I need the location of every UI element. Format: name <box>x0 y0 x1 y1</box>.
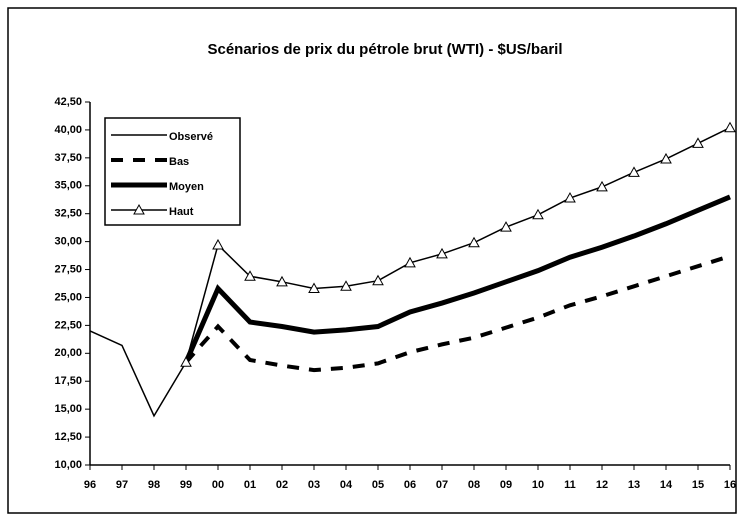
series-marker <box>340 280 352 291</box>
y-tick-label: 35,00 <box>54 180 82 192</box>
y-tick-label: 30,00 <box>54 236 82 248</box>
x-tick-label: 07 <box>436 479 448 491</box>
x-tick-label: 04 <box>340 479 353 491</box>
x-tick-label: 13 <box>628 479 640 491</box>
legend-label: Bas <box>169 156 189 168</box>
series-marker <box>628 166 640 177</box>
y-tick-label: 12,50 <box>54 431 82 443</box>
series-marker <box>404 256 416 268</box>
series-marker <box>436 247 448 259</box>
x-tick-label: 09 <box>500 479 512 491</box>
series-marker <box>244 270 256 281</box>
series-line <box>185 127 731 363</box>
y-tick-label: 10,00 <box>54 459 82 471</box>
series-marker <box>596 180 608 192</box>
x-tick-label: 16 <box>724 479 736 491</box>
y-tick-label: 15,00 <box>54 403 82 415</box>
series-marker <box>532 208 544 220</box>
y-tick-label: 37,50 <box>54 152 82 164</box>
x-tick-label: 08 <box>468 479 480 491</box>
x-tick-label: 15 <box>692 479 704 491</box>
chart-title: Scénarios de prix du pétrole brut (WTI) … <box>207 41 562 58</box>
x-tick-label: 14 <box>660 479 673 491</box>
y-tick-label: 40,00 <box>54 124 82 136</box>
series-marker <box>692 137 704 148</box>
series-marker <box>500 221 512 232</box>
legend-marker <box>133 203 145 215</box>
y-tick-label: 22,50 <box>54 319 82 331</box>
y-tick-label: 42,50 <box>54 96 82 108</box>
y-tick-label: 27,50 <box>54 263 82 275</box>
y-tick-label: 25,00 <box>54 291 82 303</box>
x-tick-label: 02 <box>276 479 288 491</box>
y-tick-label: 17,50 <box>54 375 82 387</box>
series-marker <box>372 274 384 286</box>
x-tick-label: 00 <box>212 479 224 491</box>
series-marker <box>564 192 576 203</box>
legend-box <box>104 117 241 226</box>
x-tick-label: 11 <box>564 479 576 491</box>
series-marker <box>212 238 224 250</box>
x-tick-label: 06 <box>404 479 416 491</box>
legend-label: Haut <box>169 206 194 218</box>
x-tick-label: 12 <box>596 479 608 491</box>
chart-frame <box>7 7 737 514</box>
series-marker <box>724 121 736 133</box>
series-marker <box>468 236 480 248</box>
legend-label: Observé <box>169 131 213 143</box>
series-marker <box>180 356 192 367</box>
x-tick-label: 97 <box>116 479 128 491</box>
x-tick-label: 01 <box>244 479 256 491</box>
x-tick-label: 99 <box>180 479 192 491</box>
x-tick-label: 05 <box>372 479 384 491</box>
x-tick-label: 98 <box>148 479 160 491</box>
x-tick-label: 96 <box>84 479 96 491</box>
series-marker <box>276 275 288 287</box>
y-tick-label: 20,00 <box>54 347 82 359</box>
y-tick-label: 32,50 <box>54 208 82 220</box>
series-line <box>89 330 187 418</box>
x-tick-label: 03 <box>308 479 320 491</box>
series-line <box>183 194 731 364</box>
series-marker <box>308 282 320 294</box>
series-line <box>184 254 731 373</box>
x-tick-label: 10 <box>532 479 544 491</box>
legend-label: Moyen <box>169 181 204 193</box>
series-marker <box>660 152 672 164</box>
